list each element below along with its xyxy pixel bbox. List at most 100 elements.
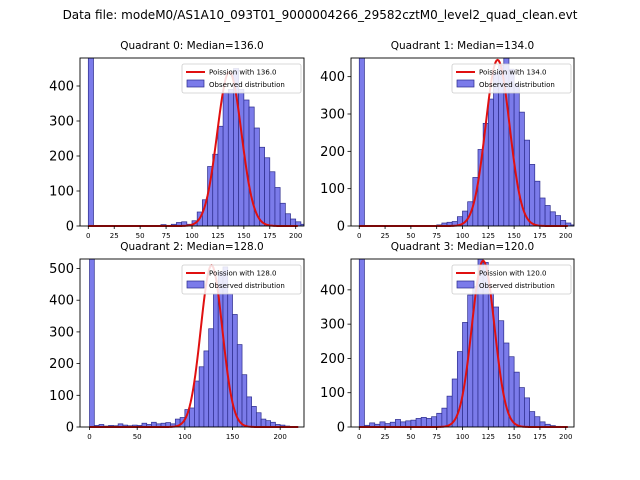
x-tick-label: 50 [406,232,415,240]
y-tick-label: 300 [49,115,74,130]
legend-observed-label: Observed distribution [209,81,285,89]
legend-fit-label: Poission with 128.0 [209,270,277,278]
histogram-bar [217,125,224,226]
legend-box [181,264,302,295]
legend: Poission with 128.0 Observed distribution [181,264,302,295]
x-tick-label: 75 [162,232,171,240]
histogram-bar [436,412,443,427]
x-tick-label: 25 [381,433,390,441]
histogram-bar [246,396,252,427]
histogram-bar [227,293,233,427]
histogram-bar [529,411,536,427]
y-tick-label: 0 [66,220,74,235]
y-tick-label: 200 [320,352,345,367]
histogram-bar [493,72,499,226]
legend-observed-label: Observed distribution [479,282,555,290]
y-tick-label: 500 [49,262,74,277]
x-tick-label: 175 [533,433,546,441]
histogram-bar [446,395,453,427]
quadrant-0-plot: Quadrant 0: Median=136.0 0 25 50 75 100 125 150… [49,40,305,240]
x-tick-label: 100 [456,433,469,441]
legend-observed-swatch [456,280,475,289]
x-tick-label: 200 [273,433,286,441]
histogram-bar [290,218,297,226]
histogram-bars [358,259,561,427]
legend-fit-label: Poission with 120.0 [479,270,547,278]
y-tick-label: 300 [320,318,345,333]
histogram-bar [524,397,530,427]
x-tick-label: 25 [110,232,119,240]
histogram-bar [208,328,214,427]
y-tick-label: 200 [49,150,74,165]
x-tick-label: 175 [263,232,276,240]
histogram-bar [358,259,365,427]
y-tick-label: 300 [49,325,74,340]
x-tick-label: 200 [559,232,572,240]
x-tick-label: 50 [136,232,145,240]
legend: Poission with 120.0 Observed distribution [451,264,572,295]
legend-box [181,63,302,94]
x-tick-label: 75 [432,232,441,240]
y-tick-label: 400 [49,294,74,309]
legend-box [451,264,572,295]
y-tick-label: 0 [337,220,345,235]
y-tick-label: 200 [49,357,74,372]
x-tick-label: 0 [357,232,361,240]
histogram-bar [420,417,427,427]
histogram-bar [410,419,417,427]
y-tick-label: 100 [49,389,74,404]
histogram-bar [236,344,243,427]
x-tick-label: 50 [133,433,142,441]
histogram-bar [251,406,257,427]
histogram-bar [264,157,271,226]
histogram-bar [518,387,525,427]
y-tick-label: 0 [66,421,74,436]
y-tick-label: 400 [320,70,345,85]
legend-observed-swatch [186,79,205,88]
quadrant-title: Quadrant 0: Median=136.0 [120,40,263,52]
histogram-bar [259,146,265,226]
quadrant-title: Quadrant 1: Median=134.0 [391,40,534,52]
y-tick-label: 400 [49,80,74,95]
x-tick-label: 150 [507,232,520,240]
histogram-bar [487,98,494,226]
x-tick-label: 175 [533,232,546,240]
x-tick-label: 75 [432,433,441,441]
x-tick-label: 100 [185,232,198,240]
histogram-bar [513,83,520,226]
legend-box [451,63,572,94]
y-tick-label: 300 [320,108,345,123]
x-tick-label: 50 [406,433,415,441]
histogram-bar [513,371,520,427]
y-tick-label: 100 [49,185,74,200]
x-tick-label: 125 [482,232,495,240]
histogram-bar [441,407,448,427]
quadrant-1-plot: Quadrant 1: Median=134.0 0 25 50 75 100 125 150… [320,40,575,240]
axes-frame [79,258,305,428]
histogram-bar [269,171,276,226]
quadrant-3-plot: Quadrant 3: Median=120.0 0 25 50 75 100 125 150… [320,241,575,441]
histogram-bar [570,224,574,226]
histogram-bar [415,418,422,427]
histogram-bar [198,366,205,427]
quadrant-title: Quadrant 3: Median=120.0 [391,241,534,253]
y-tick-label: 0 [337,421,345,436]
x-tick-label: 0 [357,433,361,441]
legend-observed-label: Observed distribution [209,282,285,290]
legend-fit-label: Poission with 134.0 [479,69,547,77]
histogram-bar [539,197,546,226]
x-tick-label: 0 [86,232,90,240]
x-tick-label: 0 [87,433,91,441]
histogram-bar [87,58,94,226]
histogram-bar [431,416,438,427]
histogram-bar [426,418,432,427]
histogram-bar [529,164,536,226]
histogram-bar [189,407,195,427]
quadrant-2-plot: Quadrant 2: Median=128.0 0 50 100 150 200 0 100… [49,241,305,441]
histogram-bar [213,293,219,427]
histogram-bar [255,412,262,427]
histogram-bar [227,89,234,226]
x-tick-label: 150 [237,232,250,240]
histogram-bar [203,350,210,427]
